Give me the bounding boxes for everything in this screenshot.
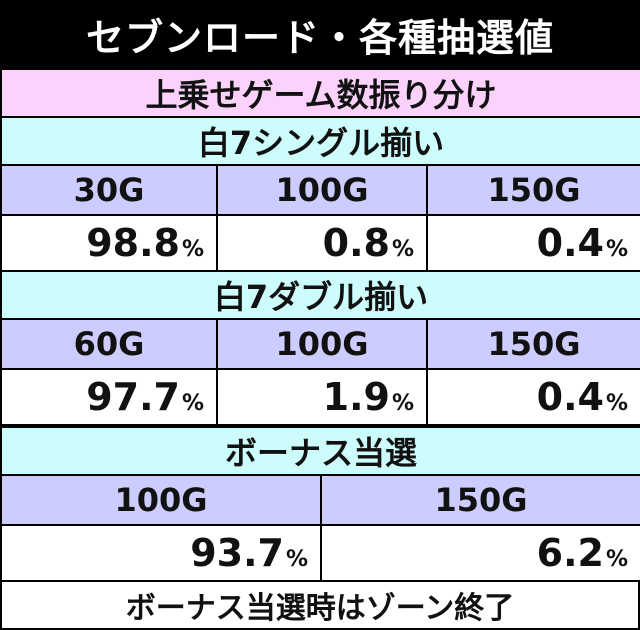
percent-sign: % bbox=[285, 547, 308, 572]
header-cell: 150G bbox=[425, 164, 640, 216]
section-title-double: 白7ダブル揃い bbox=[0, 270, 640, 320]
percent-sign: % bbox=[181, 391, 204, 416]
percent-sign: % bbox=[605, 237, 629, 262]
percent-sign: % bbox=[391, 237, 414, 262]
value-number: 93.7 bbox=[190, 531, 284, 575]
section-title-bonus: ボーナス当選 bbox=[0, 426, 640, 476]
percent-sign: % bbox=[605, 547, 629, 572]
value-number: 97.7 bbox=[86, 375, 180, 419]
header-cell: 100G bbox=[0, 474, 322, 526]
bonus-table: ボーナス当選 100G 150G 93.7% 6.2% bbox=[0, 426, 640, 582]
header-cell: 100G bbox=[216, 318, 428, 370]
allocation-table: 上乗せゲーム数振り分け 白7シングル揃い 30G 100G 150G 98.8%… bbox=[0, 68, 640, 426]
footer-note: ボーナス当選時はゾーン終了 bbox=[0, 582, 640, 630]
value-number: 0.4 bbox=[536, 221, 604, 265]
header-cell: 150G bbox=[319, 474, 640, 526]
table-subtitle: 上乗せゲーム数振り分け bbox=[0, 68, 640, 118]
value-number: 1.9 bbox=[322, 375, 390, 419]
percent-sign: % bbox=[605, 391, 629, 416]
percent-sign: % bbox=[391, 391, 414, 416]
page-title: セブンロード・各種抽選値 bbox=[0, 0, 640, 68]
header-cell: 100G bbox=[216, 164, 428, 216]
value-number: 6.2 bbox=[536, 531, 604, 575]
section-title-single: 白7シングル揃い bbox=[0, 116, 640, 166]
value-cell: 1.9% bbox=[216, 368, 428, 426]
value-cell: 0.4% bbox=[425, 368, 640, 426]
percent-sign: % bbox=[181, 237, 204, 262]
value-cell: 98.8% bbox=[0, 214, 218, 272]
header-cell: 30G bbox=[0, 164, 218, 216]
value-cell: 6.2% bbox=[319, 524, 640, 582]
value-cell: 93.7% bbox=[0, 524, 322, 582]
header-cell: 60G bbox=[0, 318, 218, 370]
value-number: 98.8 bbox=[86, 221, 180, 265]
value-cell: 0.8% bbox=[216, 214, 428, 272]
value-number: 0.4 bbox=[536, 375, 604, 419]
value-cell: 0.4% bbox=[425, 214, 640, 272]
header-cell: 150G bbox=[425, 318, 640, 370]
value-number: 0.8 bbox=[322, 221, 390, 265]
value-cell: 97.7% bbox=[0, 368, 218, 426]
